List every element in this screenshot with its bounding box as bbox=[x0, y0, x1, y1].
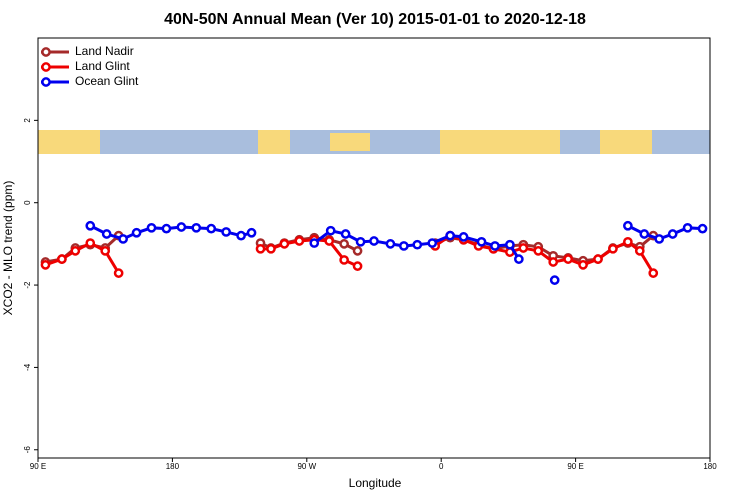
plot-frame bbox=[37, 37, 711, 459]
y-tick-label: -6 bbox=[23, 446, 32, 454]
data-point bbox=[697, 223, 708, 234]
data-point bbox=[578, 260, 588, 270]
data-point bbox=[236, 230, 246, 241]
data-point bbox=[100, 246, 111, 256]
data-point bbox=[246, 227, 257, 238]
data-point bbox=[85, 238, 96, 248]
data-point bbox=[325, 225, 336, 236]
x-tick-label: 90 E bbox=[30, 462, 46, 471]
legend-label: Land Nadir bbox=[75, 44, 134, 58]
data-point bbox=[608, 243, 618, 254]
data-point bbox=[639, 229, 650, 239]
x-tick-label: 90 E bbox=[567, 462, 583, 471]
data-point bbox=[339, 239, 349, 249]
data-point bbox=[634, 246, 645, 256]
series-line bbox=[45, 234, 655, 264]
data-point bbox=[176, 222, 187, 232]
data-point bbox=[563, 254, 573, 264]
series bbox=[40, 230, 659, 278]
data-point bbox=[191, 222, 202, 233]
x-tick-label: 180 bbox=[166, 462, 180, 471]
data-point bbox=[505, 239, 515, 250]
data-point bbox=[57, 254, 67, 264]
data-point bbox=[476, 236, 487, 247]
x-tick-label: 180 bbox=[703, 462, 717, 471]
data-point bbox=[339, 255, 349, 265]
series-line bbox=[44, 234, 655, 274]
x-tick-label: 90 W bbox=[297, 462, 316, 471]
data-point bbox=[279, 239, 290, 249]
data-point bbox=[340, 229, 351, 239]
data-point bbox=[399, 241, 409, 251]
y-tick-label: 2 bbox=[23, 118, 32, 123]
data-point bbox=[623, 220, 633, 231]
data-point bbox=[445, 230, 456, 241]
data-point bbox=[40, 260, 51, 270]
data-point bbox=[101, 229, 112, 239]
legend-marker bbox=[41, 47, 51, 57]
data-point bbox=[518, 243, 529, 253]
data-point bbox=[70, 246, 81, 256]
map-band bbox=[38, 130, 710, 154]
x-axis-label: Longitude bbox=[349, 476, 402, 490]
data-point bbox=[593, 254, 603, 264]
data-point bbox=[458, 232, 469, 242]
data-point bbox=[533, 246, 544, 256]
data-point bbox=[648, 268, 659, 278]
data-point bbox=[514, 254, 524, 264]
data-point bbox=[113, 268, 124, 278]
data-point bbox=[682, 222, 693, 233]
data-point bbox=[427, 238, 438, 248]
data-point bbox=[667, 229, 678, 239]
series bbox=[85, 220, 708, 285]
data-point bbox=[324, 236, 335, 246]
legend-marker bbox=[41, 62, 51, 72]
data-point bbox=[623, 236, 633, 247]
legend-label: Ocean Glint bbox=[75, 74, 139, 88]
data-point bbox=[309, 238, 320, 248]
data-point bbox=[549, 275, 560, 285]
data-point bbox=[85, 220, 96, 231]
data-point bbox=[255, 243, 266, 254]
data-point bbox=[355, 236, 366, 247]
data-point bbox=[206, 223, 217, 234]
data-point bbox=[161, 223, 172, 234]
data-point bbox=[548, 257, 559, 267]
y-tick-label: 0 bbox=[23, 200, 32, 205]
y-tick-label: -4 bbox=[23, 363, 32, 371]
data-point bbox=[294, 236, 305, 246]
data-point bbox=[412, 239, 423, 250]
data-point bbox=[146, 222, 157, 233]
data-point bbox=[118, 234, 128, 244]
data-point bbox=[654, 234, 665, 244]
data-point bbox=[369, 236, 379, 246]
y-axis-label: XCO2 - MLO trend (ppm) bbox=[1, 181, 15, 316]
y-tick-label: -2 bbox=[23, 281, 32, 289]
data-point bbox=[221, 227, 232, 237]
data-point bbox=[352, 246, 363, 256]
data-point bbox=[352, 261, 363, 271]
legend-label: Land Glint bbox=[75, 59, 130, 73]
data-point bbox=[490, 241, 500, 251]
data-point bbox=[266, 243, 276, 254]
data-point bbox=[131, 227, 142, 238]
legend-marker bbox=[41, 77, 51, 87]
data-point bbox=[385, 239, 396, 249]
x-tick-label: 0 bbox=[439, 462, 444, 471]
chart-title: 40N-50N Annual Mean (Ver 10) 2015-01-01 … bbox=[164, 11, 586, 28]
